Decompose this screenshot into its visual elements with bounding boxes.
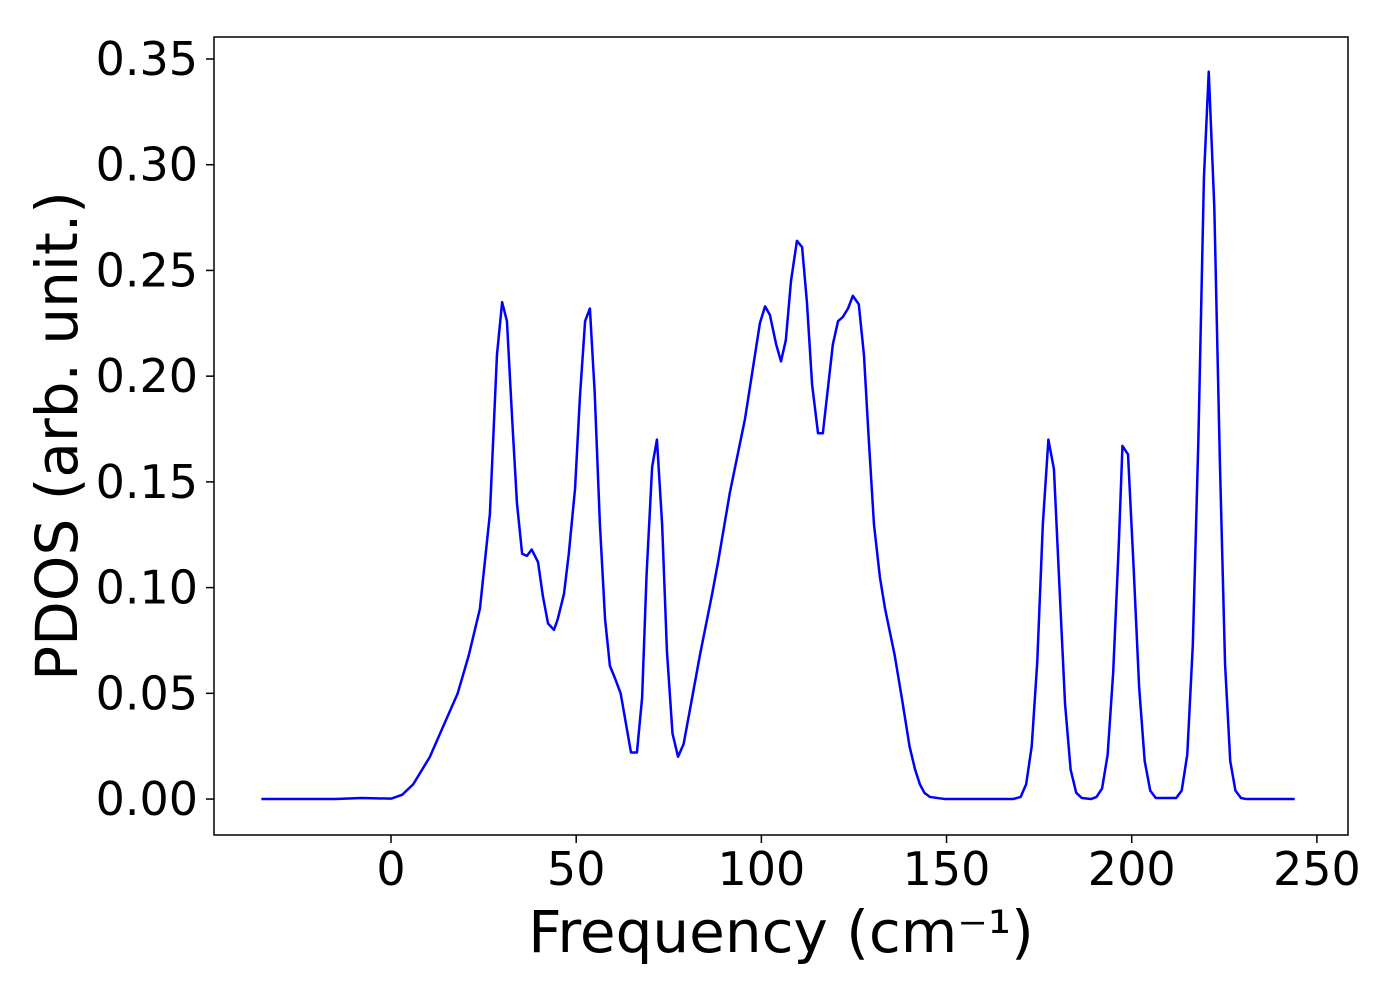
x-tick-label: 100 [717, 842, 805, 896]
x-tick-label: 50 [547, 842, 606, 896]
pdos-line [261, 70, 1295, 801]
y-tick-label: 0.00 [96, 772, 198, 826]
y-tick-label: 0.10 [96, 561, 198, 615]
x-tick-label: 150 [903, 842, 991, 896]
y-tick-label: 0.05 [96, 666, 198, 720]
y-axis-label: PDOS (arb. unit.) [23, 191, 91, 681]
y-tick-label: 0.20 [96, 349, 198, 403]
x-tick-label: 0 [376, 842, 405, 896]
x-axis-label: Frequency (cm⁻¹) [528, 898, 1034, 966]
y-tick-label: 0.15 [96, 455, 198, 509]
x-tick-label: 250 [1273, 842, 1361, 896]
x-tick-label: 200 [1088, 842, 1176, 896]
y-tick-label: 0.35 [96, 32, 198, 86]
y-tick-label: 0.25 [96, 243, 198, 297]
y-tick-label: 0.30 [96, 138, 198, 192]
plot-frame [213, 36, 1349, 836]
